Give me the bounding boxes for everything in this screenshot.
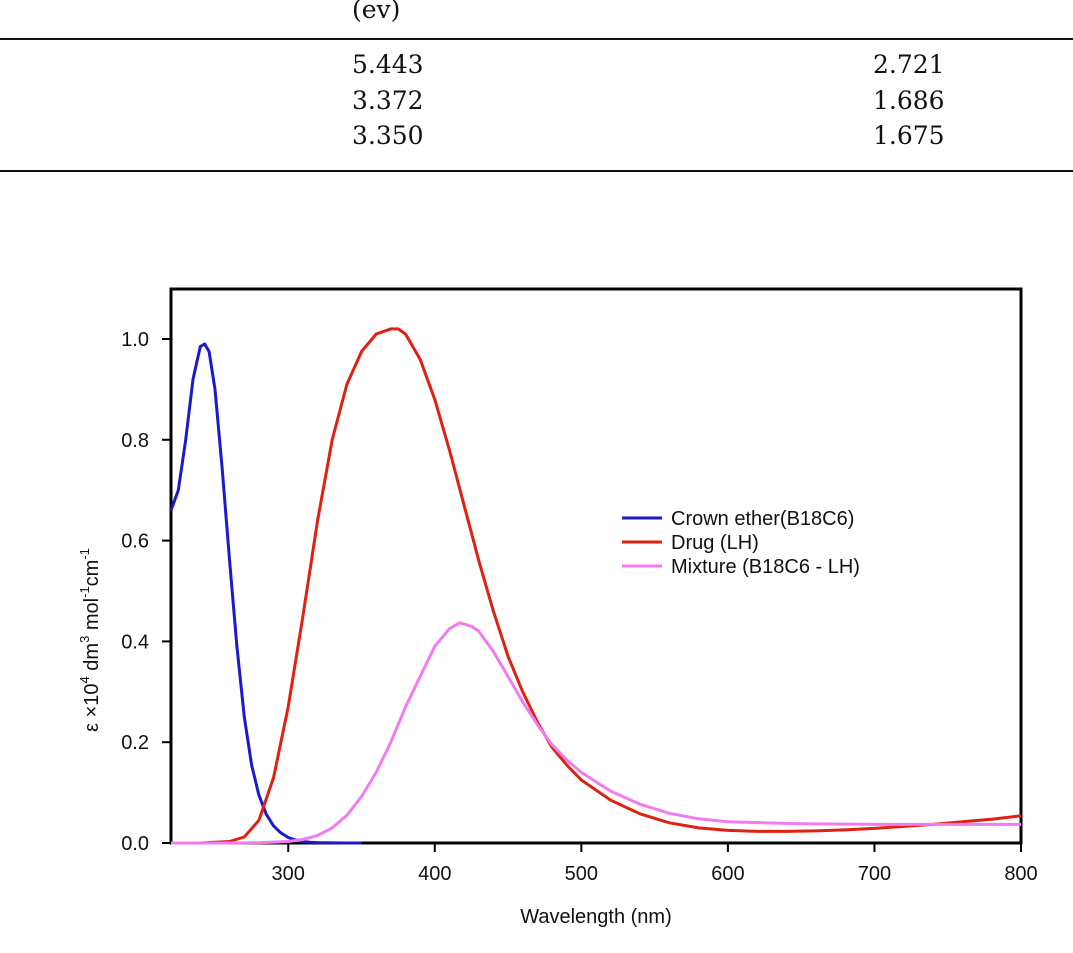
y-tick-label: 0.8 (121, 430, 149, 452)
crown-ether-line (169, 342, 362, 845)
table-cell: 5.443 (352, 50, 424, 79)
y-tick-label: 1.0 (121, 329, 149, 351)
table-cell: 2.721 (873, 50, 945, 79)
table-cell: 3.372 (352, 86, 424, 115)
legend: Crown ether(B18C6) Drug (LH) Mixture (B1… (622, 508, 860, 578)
y-tick-label: 0.2 (121, 732, 149, 754)
legend-label-mixture: Mixture (B18C6 - LH) (671, 556, 860, 578)
x-tick-label: 800 (1004, 863, 1037, 885)
table-cell: 1.675 (873, 121, 945, 150)
table-unit-label: (ev) (352, 0, 401, 24)
x-tick-label: 400 (418, 863, 451, 885)
table-cell: 3.350 (352, 121, 424, 150)
x-tick-label: 700 (858, 863, 891, 885)
plot-frame (169, 287, 1023, 845)
y-tick-label: 0.6 (121, 531, 149, 553)
legend-label-crown-ether: Crown ether(B18C6) (671, 508, 854, 530)
y-tick-label: 0.0 (121, 833, 149, 855)
y-axis-label: ε ×104 dm3 mol-1cm-1 (77, 548, 103, 732)
y-tick-label: 0.4 (121, 631, 149, 653)
table-bottom-rule (0, 170, 1073, 172)
absorption-spectrum-chart: 300 400 500 600 700 800 0.0 0.2 0.4 0.6 0.8 1.0 Wav… (77, 287, 1038, 928)
table-top-rule (0, 38, 1073, 40)
table-cell: 1.686 (873, 86, 945, 115)
drug-line (171, 327, 1022, 845)
legend-label-drug: Drug (LH) (671, 532, 759, 554)
axis-ticks: 300 400 500 600 700 800 0.0 0.2 0.4 0.6 0.8 1.0 (121, 329, 1038, 885)
x-tick-label: 300 (272, 863, 305, 885)
data-table: (ev) 5.443 2.721 3.372 1.686 3.350 1.675 (0, 0, 1073, 175)
series-lines (169, 327, 1022, 845)
x-axis-label: Wavelength (nm) (520, 906, 672, 928)
mixture-line (171, 621, 1021, 845)
x-tick-label: 500 (565, 863, 598, 885)
x-tick-label: 600 (711, 863, 744, 885)
